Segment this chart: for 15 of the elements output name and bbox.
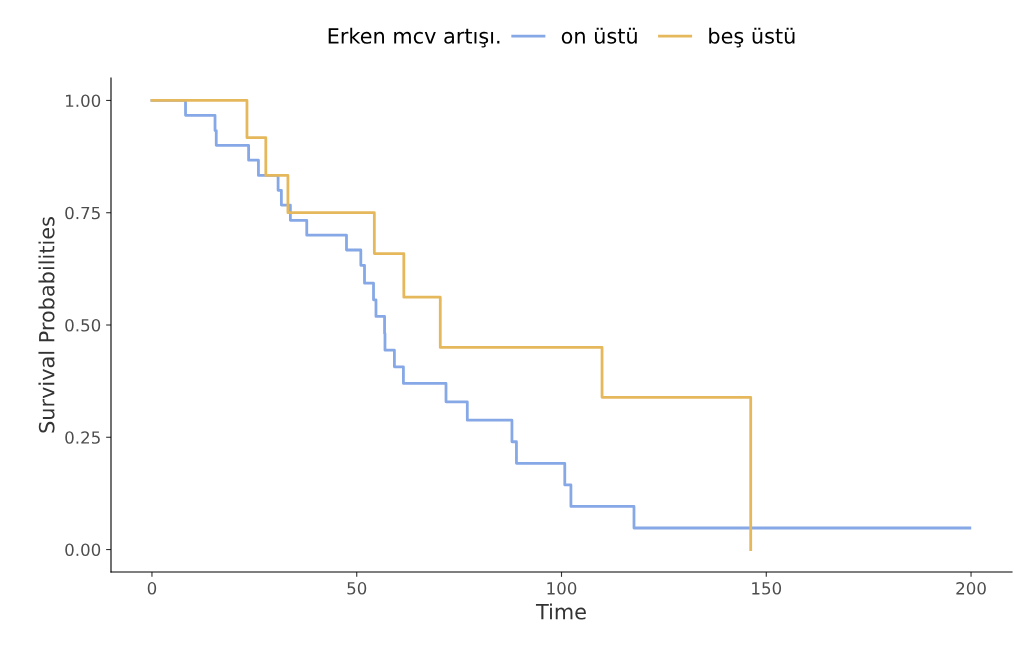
legend-title: Erken mcv artışı. — [328, 27, 500, 48]
y-tick-label: 0.25 — [65, 431, 100, 444]
y-tick-label: 0.50 — [65, 318, 101, 332]
legend-label: on üstü — [561, 27, 637, 44]
x-tick-label: 50 — [347, 582, 367, 595]
x-tick-label: 0 — [147, 582, 157, 595]
x-tick-label: 200 — [956, 582, 986, 595]
x-tick-label: 150 — [752, 582, 782, 595]
y-tick-label: 0.75 — [65, 206, 100, 220]
y-axis-title: Survival Probabilities — [38, 217, 55, 433]
legend-label: beş üstü — [709, 27, 795, 48]
x-tick-label: 100 — [547, 582, 577, 595]
y-tick-label: 1.00 — [66, 94, 101, 108]
y-tick-label: 0.00 — [65, 543, 101, 557]
x-axis-title: Time — [535, 603, 586, 620]
